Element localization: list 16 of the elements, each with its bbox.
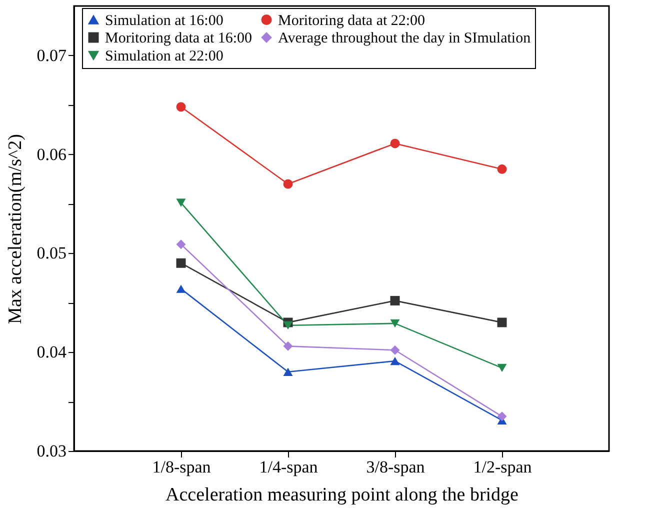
x-tick-label: 1/8-span bbox=[152, 458, 212, 476]
x-tick-label: 1/2-span bbox=[473, 458, 532, 476]
legend-label: Moritoring data at 22:00 bbox=[278, 12, 426, 29]
legend-label: Average throughout the day in SImulation bbox=[278, 30, 532, 46]
x-tick-label: 1/4-span bbox=[259, 458, 318, 476]
y-axis-title: Max acceleration(m/s^2) bbox=[4, 134, 26, 324]
legend-label: Simulation at 16:00 bbox=[105, 12, 224, 29]
y-tick-label: 0.06 bbox=[36, 144, 66, 164]
y-tick-label: 0.04 bbox=[36, 342, 67, 362]
y-tick-label: 0.07 bbox=[36, 46, 67, 65]
x-tick-label: 3/8-span bbox=[366, 458, 426, 476]
legend-label: Simulation at 22:00 bbox=[105, 48, 224, 64]
legend-label: Moritoring data at 16:00 bbox=[105, 30, 252, 46]
x-axis-title: Acceleration measuring point along the bridge bbox=[166, 484, 518, 506]
y-tick-label: 0.05 bbox=[36, 244, 66, 263]
y-tick-label: 0.03 bbox=[36, 442, 66, 460]
